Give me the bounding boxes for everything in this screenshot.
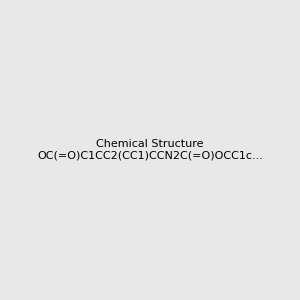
- Text: Chemical Structure
OC(=O)C1CC2(CC1)CCN2C(=O)OCC1c...: Chemical Structure OC(=O)C1CC2(CC1)CCN2C…: [37, 139, 263, 161]
